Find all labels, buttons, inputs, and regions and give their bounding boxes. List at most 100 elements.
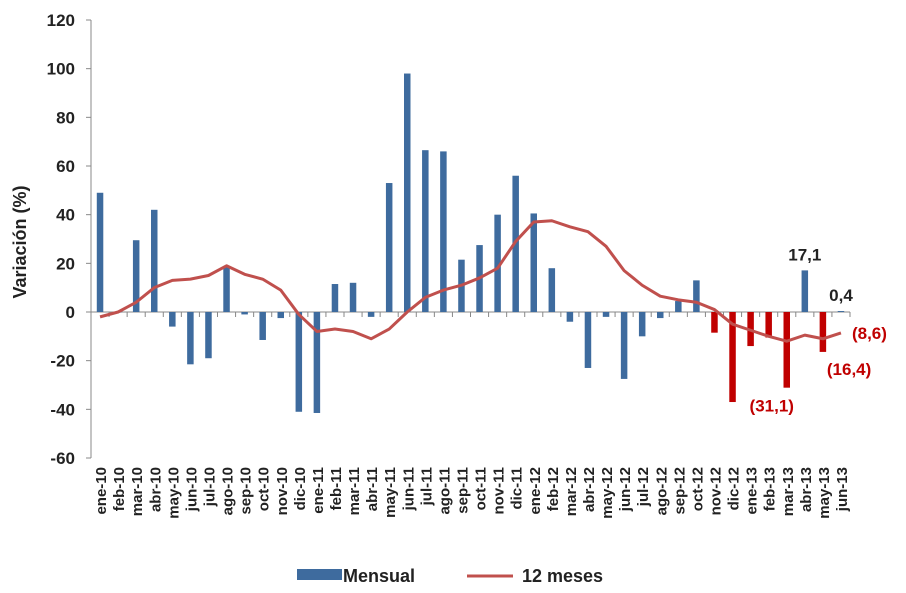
bar-mar-12 bbox=[566, 312, 574, 322]
x-tick-label: feb-12 bbox=[545, 467, 562, 511]
x-tick-label: feb-10 bbox=[111, 467, 128, 511]
legend-label-mensual: Mensual bbox=[343, 566, 415, 586]
legend-swatch-mensual bbox=[297, 569, 342, 580]
bar-jul-11 bbox=[422, 150, 429, 312]
x-tick-label: ene-11 bbox=[310, 467, 327, 514]
x-tick-label: mar-11 bbox=[346, 467, 363, 515]
x-tick-label: abr-10 bbox=[147, 467, 164, 512]
data-label: (8,6) bbox=[852, 324, 887, 343]
x-tick-label: feb-11 bbox=[328, 467, 345, 510]
legend: Mensual 12 meses bbox=[297, 566, 603, 586]
bar-jun-11 bbox=[404, 73, 411, 312]
bar-mar-11 bbox=[349, 282, 357, 312]
x-tick-label: may-13 bbox=[816, 467, 833, 519]
bar-ene-10 bbox=[96, 192, 104, 312]
bar-jun-10 bbox=[187, 312, 194, 365]
x-tick-label: sep-11 bbox=[454, 467, 471, 514]
x-tick-label: feb-13 bbox=[762, 467, 779, 511]
x-tick-label: ago-12 bbox=[653, 467, 670, 515]
y-tick-label: 100 bbox=[47, 60, 75, 79]
x-tick-label: abr-11 bbox=[364, 467, 381, 511]
y-tick-label: -20 bbox=[50, 352, 75, 371]
bar-feb-12 bbox=[548, 268, 556, 312]
x-tick-label: ago-11 bbox=[436, 467, 453, 515]
bar-feb-13 bbox=[765, 312, 772, 338]
data-label: (31,1) bbox=[750, 397, 794, 416]
x-tick-label: jul-11 bbox=[418, 467, 435, 506]
bar-jul-10 bbox=[205, 312, 212, 359]
line-12-meses bbox=[99, 219, 842, 343]
x-tick-label: sep-10 bbox=[238, 467, 255, 515]
x-tick-label: jul-12 bbox=[635, 467, 652, 507]
x-tick-label: mar-13 bbox=[780, 467, 797, 516]
bar-abr-10 bbox=[151, 209, 158, 312]
x-tick-label: jun-12 bbox=[617, 467, 634, 512]
bar-dic-12 bbox=[729, 312, 736, 403]
bar-abr-13 bbox=[801, 270, 809, 312]
bar-abr-12 bbox=[584, 312, 592, 368]
bars bbox=[96, 73, 845, 413]
bar-jun-12 bbox=[620, 312, 628, 379]
bar-mar-10 bbox=[132, 240, 140, 312]
bar-may-13 bbox=[819, 312, 827, 352]
bar-may-11 bbox=[385, 183, 393, 312]
data-label: 0,4 bbox=[829, 286, 853, 305]
x-tick-label: nov-12 bbox=[707, 467, 724, 515]
y-tick-label: 40 bbox=[56, 206, 75, 225]
x-tick-label: nov-11 bbox=[491, 467, 508, 515]
bar-abr-11 bbox=[367, 312, 375, 317]
x-tick-label: dic-10 bbox=[292, 467, 309, 510]
bar-ene-12 bbox=[530, 213, 537, 312]
x-tick-label: ago-10 bbox=[220, 467, 237, 515]
x-tick-label: may-12 bbox=[599, 467, 616, 519]
x-tick-label: may-11 bbox=[382, 467, 399, 518]
data-label: (16,4) bbox=[827, 360, 871, 379]
y-tick-label: -60 bbox=[50, 449, 75, 468]
bar-jun-13 bbox=[837, 311, 845, 312]
x-tick-label: ene-10 bbox=[93, 467, 110, 515]
line-series bbox=[99, 219, 842, 343]
bar-nov-12 bbox=[711, 312, 718, 333]
bar-may-10 bbox=[169, 312, 176, 327]
x-tick-label: jun-11 bbox=[400, 467, 417, 511]
y-axis-title: Variación (%) bbox=[10, 185, 30, 298]
bar-feb-11 bbox=[331, 284, 339, 312]
x-tick-label: ene-12 bbox=[527, 467, 544, 515]
bar-nov-11 bbox=[494, 214, 501, 312]
x-tick-label: abr-13 bbox=[798, 467, 815, 512]
x-tick-label: may-10 bbox=[165, 467, 182, 519]
y-tick-label: 60 bbox=[56, 157, 75, 176]
bar-dic-10 bbox=[295, 312, 303, 412]
x-tick-label: dic-12 bbox=[726, 467, 743, 510]
y-tick-label: 20 bbox=[56, 254, 75, 273]
x-tick-labels: ene-10 feb-10 mar-10 abr-10 may-10 jun-10 jul-… bbox=[93, 467, 851, 519]
bar-ago-11 bbox=[440, 151, 447, 312]
x-tick-label: jun-10 bbox=[183, 467, 200, 512]
legend-label-12meses: 12 meses bbox=[522, 566, 603, 586]
axes: 120 100 80 60 40 20 0 -20 -40 -60 bbox=[47, 11, 851, 468]
bar-oct-12 bbox=[693, 280, 700, 312]
bar-may-12 bbox=[602, 312, 610, 317]
x-tick-label: oct-12 bbox=[689, 467, 706, 511]
x-tick-label: dic-11 bbox=[509, 467, 526, 510]
x-tick-label: abr-12 bbox=[581, 467, 598, 512]
y-tick-label: -40 bbox=[50, 400, 75, 419]
annotations: 17,1 0,4 (31,1) (16,4) (8,6) bbox=[750, 245, 887, 415]
bar-mar-13 bbox=[783, 312, 790, 388]
bar-ago-12 bbox=[657, 312, 664, 319]
data-label: 17,1 bbox=[788, 245, 821, 264]
bar-jul-12 bbox=[638, 312, 646, 337]
x-tick-label: jun-13 bbox=[834, 467, 851, 512]
x-tick-label: ene-13 bbox=[744, 467, 761, 515]
bar-sep-12 bbox=[675, 301, 682, 312]
x-tick-label: sep-12 bbox=[671, 467, 688, 515]
x-tick-label: jul-10 bbox=[201, 467, 218, 507]
y-tick-label: 0 bbox=[66, 303, 75, 322]
y-tick-label: 80 bbox=[56, 108, 75, 127]
x-tick-label: oct-11 bbox=[473, 467, 490, 510]
x-tick-label: mar-12 bbox=[563, 467, 580, 516]
bar-ago-10 bbox=[223, 266, 230, 312]
bar-nov-10 bbox=[277, 312, 284, 319]
